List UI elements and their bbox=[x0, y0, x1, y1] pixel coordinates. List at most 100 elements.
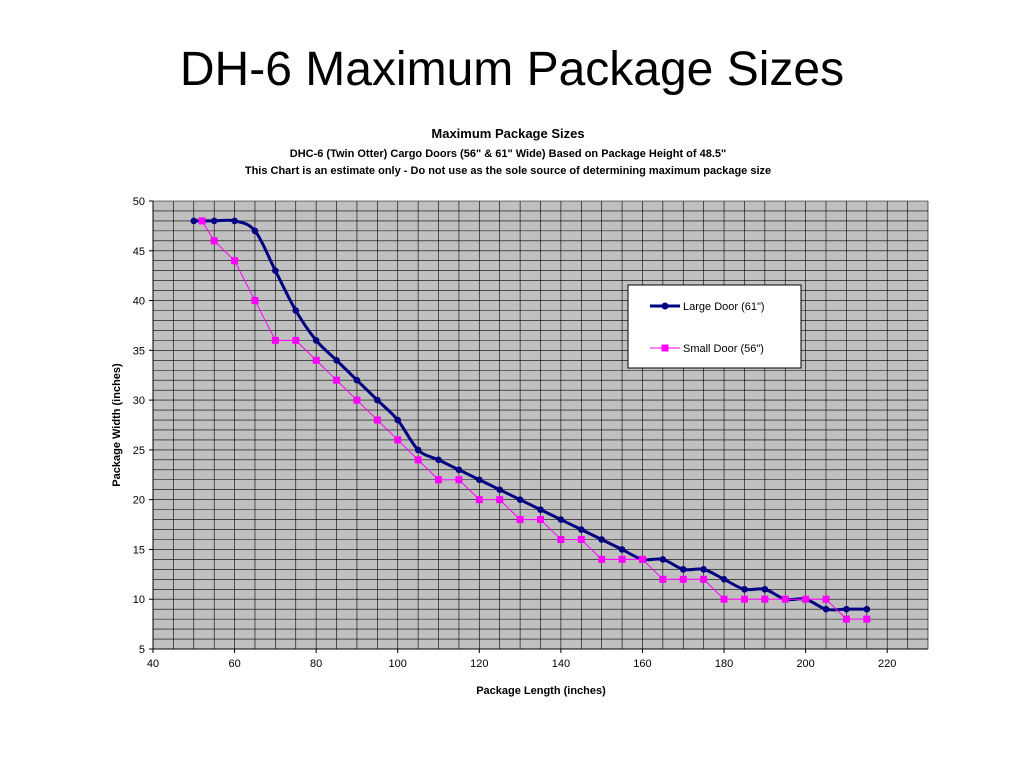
axes bbox=[152, 201, 928, 650]
y-axis-label: Package Width (inches) bbox=[111, 363, 123, 487]
data-point-large-door bbox=[700, 566, 707, 573]
data-point-large-door bbox=[822, 605, 830, 613]
data-point-large-door bbox=[537, 506, 544, 513]
data-point-small-door bbox=[414, 456, 422, 464]
data-point-small-door bbox=[312, 356, 320, 364]
data-point-small-door bbox=[210, 237, 218, 245]
y-tick-label: 20 bbox=[133, 495, 145, 507]
data-point-large-door bbox=[618, 546, 626, 553]
data-point-large-door bbox=[741, 585, 748, 593]
y-tick-label: 45 bbox=[133, 246, 145, 258]
data-point-large-door bbox=[292, 307, 300, 314]
data-point-small-door bbox=[761, 595, 769, 603]
data-point-small-door bbox=[251, 297, 259, 305]
x-tick-label: 200 bbox=[796, 658, 814, 670]
x-tick-label: 160 bbox=[633, 658, 651, 670]
data-point-small-door bbox=[537, 516, 544, 524]
data-point-large-door bbox=[577, 526, 585, 533]
x-tick-label: 120 bbox=[470, 658, 488, 670]
y-tick-label: 10 bbox=[133, 594, 145, 606]
data-point-large-door bbox=[863, 605, 871, 613]
data-point-small-door bbox=[198, 217, 206, 225]
legend-label-large-door: Large Door (61") bbox=[683, 301, 765, 313]
data-point-large-door bbox=[557, 516, 565, 523]
data-point-large-door bbox=[659, 556, 667, 563]
series-line-small-door bbox=[201, 220, 867, 620]
y-tick-label: 15 bbox=[133, 544, 145, 556]
x-tick-label: 60 bbox=[228, 658, 240, 670]
data-point-small-door bbox=[516, 516, 524, 524]
x-tick-label: 180 bbox=[715, 658, 733, 670]
data-point-small-door bbox=[720, 595, 728, 603]
data-point-large-door bbox=[414, 446, 422, 454]
chart-subtitle-2: This Chart is an estimate only - Do not … bbox=[245, 165, 771, 177]
data-point-small-door bbox=[740, 595, 748, 603]
data-point-large-door bbox=[312, 337, 320, 344]
data-point-large-door bbox=[435, 456, 442, 464]
data-point-large-door bbox=[353, 376, 361, 384]
data-point-large-door bbox=[679, 566, 687, 573]
data-point-large-door bbox=[720, 576, 728, 583]
data-point-small-door bbox=[231, 257, 239, 265]
data-point-large-door bbox=[231, 217, 238, 225]
data-point-large-door bbox=[496, 486, 504, 494]
legend-marker-small-door bbox=[661, 344, 669, 352]
series-group bbox=[190, 217, 871, 623]
legend-label-small-door: Small Door (56") bbox=[683, 343, 764, 355]
data-point-small-door bbox=[781, 595, 789, 603]
data-point-small-door bbox=[618, 555, 626, 563]
data-point-large-door bbox=[333, 356, 340, 364]
data-point-small-door bbox=[353, 396, 361, 404]
data-point-large-door bbox=[476, 476, 483, 484]
legend-marker-large-door bbox=[661, 302, 669, 310]
data-point-small-door bbox=[373, 416, 381, 424]
data-point-small-door bbox=[822, 595, 830, 603]
data-point-large-door bbox=[210, 217, 218, 225]
y-tick-label: 40 bbox=[133, 296, 145, 308]
data-point-small-door bbox=[333, 376, 341, 384]
y-tick-label: 25 bbox=[133, 445, 145, 457]
data-point-large-door bbox=[272, 267, 279, 274]
data-point-small-door bbox=[435, 476, 443, 484]
x-tick-label: 80 bbox=[310, 658, 322, 670]
data-point-small-door bbox=[659, 575, 667, 583]
tick-labels: 40 60 80 100 120 140 160 180 200 220 5 10 15 20 25 30 35… bbox=[133, 196, 897, 670]
legend: Large Door (61") Small Door (56") bbox=[627, 284, 802, 369]
chart-title: Maximum Package Sizes bbox=[431, 126, 584, 141]
legend-box bbox=[627, 284, 802, 369]
data-point-small-door bbox=[638, 555, 646, 563]
y-tick-label: 50 bbox=[133, 196, 145, 208]
x-tick-label: 40 bbox=[147, 658, 159, 670]
data-point-small-door bbox=[842, 615, 850, 623]
data-point-small-door bbox=[802, 595, 810, 603]
data-point-small-door bbox=[598, 555, 606, 563]
gridlines bbox=[152, 200, 929, 650]
data-point-small-door bbox=[292, 336, 300, 344]
y-tick-label: 5 bbox=[139, 644, 145, 656]
data-point-small-door bbox=[271, 336, 279, 344]
data-point-large-door bbox=[190, 217, 198, 225]
y-tick-label: 30 bbox=[133, 395, 145, 407]
data-point-small-door bbox=[700, 575, 708, 583]
data-point-small-door bbox=[394, 436, 402, 444]
data-point-large-door bbox=[843, 605, 850, 613]
data-point-large-door bbox=[455, 466, 463, 474]
y-tick-label: 35 bbox=[133, 345, 145, 357]
x-tick-label: 220 bbox=[878, 658, 896, 670]
slide-title: DH-6 Maximum Package Sizes bbox=[179, 43, 845, 96]
data-point-small-door bbox=[557, 535, 565, 543]
data-point-small-door bbox=[496, 496, 504, 504]
x-tick-label: 140 bbox=[552, 658, 570, 670]
x-tick-label: 100 bbox=[389, 658, 407, 670]
data-point-large-door bbox=[761, 585, 769, 593]
data-point-large-door bbox=[251, 227, 259, 235]
data-point-large-door bbox=[598, 536, 605, 543]
chart-subtitle-1: DHC-6 (Twin Otter) Cargo Doors (56" & 61… bbox=[290, 148, 726, 160]
data-point-small-door bbox=[679, 575, 687, 583]
data-point-large-door bbox=[374, 396, 381, 404]
series-line-large-door bbox=[193, 218, 867, 612]
data-point-small-door bbox=[577, 535, 585, 543]
data-point-small-door bbox=[455, 476, 463, 484]
data-point-small-door bbox=[475, 496, 483, 504]
